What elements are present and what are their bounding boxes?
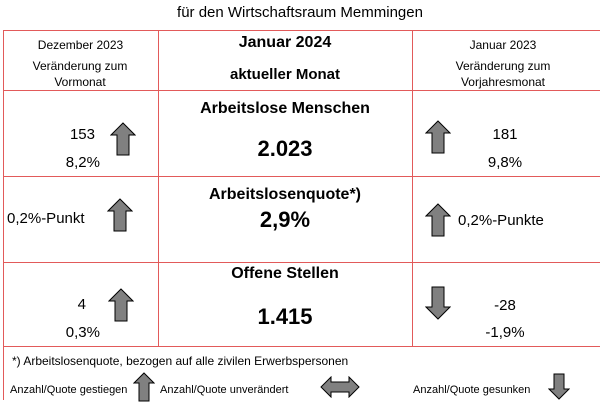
- header-divider: [3, 90, 600, 91]
- table-border-top: [3, 30, 600, 31]
- row-label-open-positions: Offene Stellen: [231, 265, 339, 282]
- right-period: Januar 2023: [469, 38, 537, 52]
- column-divider: [158, 30, 159, 346]
- row-label-unemployed: Arbeitslose Menschen: [200, 100, 370, 117]
- arrow-left-right-icon: [320, 376, 360, 398]
- legend-down-label: Anzahl/Quote gesunken: [413, 384, 531, 396]
- right-change-percent: 9,8%: [487, 154, 523, 171]
- left-change-absolute: 153: [69, 126, 95, 143]
- footnote: *) Arbeitslosenquote, bezogen auf alle z…: [12, 354, 349, 368]
- right-change-percent: -1,9%: [485, 324, 525, 341]
- right-change-points: 0,2%-Punkte: [458, 212, 544, 229]
- column-divider: [412, 30, 413, 346]
- left-change-points: 0,2%-Punkt: [7, 210, 85, 227]
- legend-up-label: Anzahl/Quote gestiegen: [10, 384, 128, 396]
- arrow-up-icon: [133, 372, 155, 402]
- row-value-unemployed: 2.023: [257, 136, 313, 161]
- row-value-unemployment-rate: 2,9%: [259, 207, 311, 232]
- row-divider: [3, 176, 600, 177]
- summary-table: [3, 30, 600, 420]
- row-divider: [3, 262, 600, 263]
- arrow-down-icon: [425, 286, 451, 320]
- legend-same-label: Anzahl/Quote unverändert: [160, 384, 289, 396]
- right-change-absolute: -28: [494, 297, 516, 314]
- left-subheader: Veränderung zum Vormonat: [32, 59, 128, 89]
- right-subheader: Veränderung zum Vorjahresmonat: [455, 59, 551, 89]
- arrow-up-icon: [108, 288, 134, 322]
- arrow-up-icon: [107, 198, 133, 232]
- left-period: Dezember 2023: [37, 38, 124, 52]
- table-border-left: [3, 30, 4, 400]
- center-subheader: aktueller Monat: [229, 66, 341, 83]
- left-change-percent: 0,3%: [65, 324, 100, 341]
- arrow-up-icon: [425, 120, 451, 154]
- arrow-up-icon: [110, 122, 136, 156]
- right-change-absolute: 181: [492, 126, 518, 143]
- center-period: Januar 2024: [238, 34, 332, 51]
- arrow-down-icon: [548, 373, 570, 400]
- left-change-absolute: 4: [77, 296, 86, 313]
- row-value-open-positions: 1.415: [257, 304, 313, 329]
- row-label-unemployment-rate: Arbeitslosenquote*): [208, 186, 361, 203]
- arrow-up-icon: [425, 203, 451, 237]
- report-title: für den Wirtschaftsraum Memmingen: [177, 4, 423, 21]
- left-change-percent: 8,2%: [65, 154, 100, 171]
- footer-divider: [3, 346, 600, 347]
